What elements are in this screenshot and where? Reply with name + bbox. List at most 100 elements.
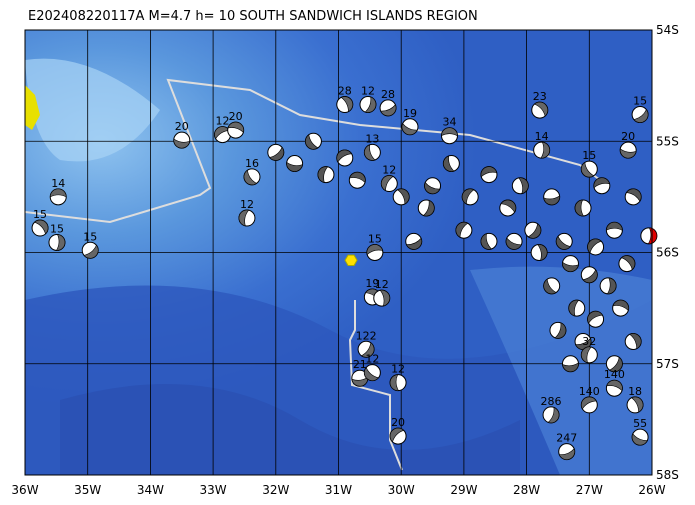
depth-label: 32 bbox=[582, 335, 596, 348]
depth-label: 21 bbox=[353, 358, 367, 371]
ball-compression bbox=[606, 380, 623, 392]
ball-compression bbox=[574, 199, 584, 217]
lon-label: 36W bbox=[11, 483, 38, 497]
depth-label: 20 bbox=[175, 120, 189, 133]
beach-ball bbox=[227, 121, 245, 139]
beach-ball bbox=[286, 155, 304, 172]
title: E202408220117A M=4.7 h= 10 SOUTH SANDWIC… bbox=[28, 9, 478, 24]
ball-compression bbox=[537, 244, 548, 261]
ball-compression bbox=[455, 221, 469, 238]
beach-ball bbox=[499, 199, 517, 217]
beach-ball bbox=[593, 177, 611, 195]
depth-label: 14 bbox=[51, 177, 65, 190]
ball-compression bbox=[500, 199, 517, 213]
lon-label: 27W bbox=[576, 483, 603, 497]
depth-label: 286 bbox=[541, 395, 562, 408]
beach-ball bbox=[605, 221, 623, 239]
beach-ball bbox=[348, 171, 366, 189]
ball-compression bbox=[349, 171, 366, 183]
ball-compression bbox=[568, 299, 580, 317]
lon-label: 31W bbox=[325, 483, 352, 497]
map-frame bbox=[24, 29, 653, 476]
ball-compression bbox=[381, 175, 394, 192]
depth-label: 20 bbox=[621, 130, 635, 143]
ball-compression bbox=[593, 177, 611, 189]
beach-ball bbox=[624, 333, 642, 350]
lat-label: 55S bbox=[656, 134, 679, 148]
beach-ball bbox=[631, 106, 649, 124]
beach-ball bbox=[599, 277, 617, 295]
lon-label: 29W bbox=[450, 483, 477, 497]
beach-ball bbox=[380, 175, 398, 193]
depth-label: 122 bbox=[356, 329, 377, 342]
depth-label: 15 bbox=[83, 230, 97, 243]
beach-ball bbox=[461, 188, 479, 206]
depth-label: 12 bbox=[375, 278, 389, 291]
lat-label: 58S bbox=[656, 468, 679, 482]
beach-ball bbox=[373, 289, 391, 307]
ball-compression bbox=[380, 104, 397, 117]
beach-ball bbox=[626, 396, 644, 414]
depth-label: 28 bbox=[381, 88, 395, 101]
beach-ball bbox=[587, 238, 605, 256]
ball-compression bbox=[543, 195, 560, 206]
beach-ball bbox=[424, 177, 442, 195]
depth-label: 140 bbox=[604, 368, 625, 381]
ball-compression bbox=[173, 138, 191, 149]
ball-compression bbox=[336, 149, 353, 163]
beach-ball bbox=[640, 227, 658, 245]
depth-label: 15 bbox=[582, 149, 596, 162]
ball-compression bbox=[405, 237, 422, 250]
depth-label: 20 bbox=[229, 110, 243, 123]
beach-ball bbox=[357, 340, 375, 358]
beach-ball bbox=[389, 427, 407, 445]
ball-compression bbox=[625, 188, 642, 202]
ball-compression bbox=[480, 233, 493, 250]
ball-compression bbox=[461, 188, 475, 205]
depth-label: 15 bbox=[633, 95, 647, 108]
depth-label: 12 bbox=[391, 363, 405, 376]
depth-label: 23 bbox=[533, 90, 547, 103]
ball-compression bbox=[619, 148, 637, 159]
ball-compression bbox=[480, 166, 498, 178]
lon-label: 32W bbox=[262, 483, 289, 497]
ball-compression bbox=[55, 234, 66, 251]
beach-ball bbox=[389, 374, 407, 392]
depth-label: 12 bbox=[382, 164, 396, 177]
beach-ball bbox=[580, 396, 598, 414]
beach-ball bbox=[618, 255, 636, 273]
lon-label: 26W bbox=[638, 483, 665, 497]
ball-compression bbox=[269, 146, 285, 161]
ball-compression bbox=[581, 396, 597, 410]
beach-ball bbox=[619, 141, 637, 159]
beach-ball bbox=[267, 143, 285, 161]
beach-ball bbox=[442, 155, 460, 172]
beach-ball bbox=[505, 232, 523, 250]
beach-ball bbox=[417, 199, 435, 217]
beach-ball bbox=[336, 96, 354, 114]
ball-compression bbox=[49, 188, 67, 198]
beach-ball bbox=[543, 188, 561, 206]
ball-compression bbox=[422, 200, 435, 217]
ball-compression bbox=[441, 127, 458, 137]
beach-ball bbox=[317, 166, 335, 184]
ball-compression bbox=[317, 166, 329, 183]
depth-label: 20 bbox=[391, 416, 405, 429]
ball-compression bbox=[533, 101, 549, 117]
ball-compression bbox=[629, 333, 642, 350]
ball-compression bbox=[396, 188, 410, 205]
ball-compression bbox=[243, 169, 258, 186]
beach-ball bbox=[605, 379, 623, 397]
lon-label: 28W bbox=[513, 483, 540, 497]
depth-label: 12 bbox=[365, 353, 379, 366]
depth-label: 13 bbox=[365, 132, 379, 145]
ball-compression bbox=[227, 121, 244, 133]
beach-ball bbox=[542, 406, 560, 424]
beach-ball bbox=[574, 199, 592, 217]
ball-compression bbox=[556, 235, 571, 250]
beach-ball bbox=[511, 177, 529, 195]
ball-compression bbox=[587, 238, 602, 254]
